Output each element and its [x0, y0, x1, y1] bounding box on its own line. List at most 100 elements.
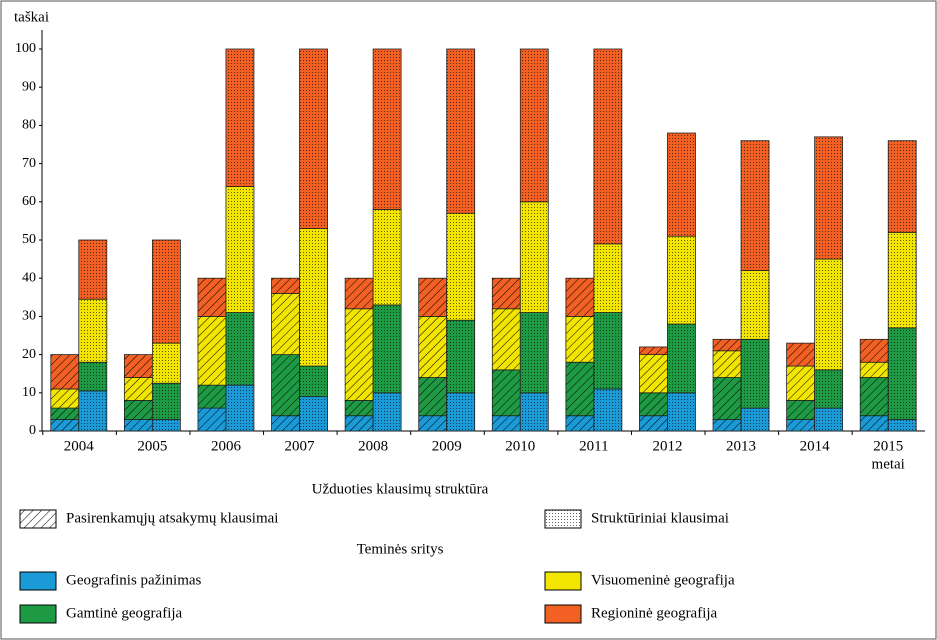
bar-segment: [372, 209, 402, 306]
bar-segment: [446, 319, 476, 394]
bar-segment: [712, 377, 742, 420]
bar-segment: [197, 407, 227, 432]
bar-segment: [151, 419, 181, 432]
bar-segment: [299, 48, 328, 229]
bar-segment: [814, 258, 844, 371]
bar-segment: [225, 312, 255, 386]
bar-segment: [887, 419, 917, 432]
bar-segment: [372, 304, 402, 394]
bar-segment: [786, 400, 816, 420]
bar-segment: [225, 48, 255, 187]
bar-segment: [786, 342, 816, 367]
bar-segment: [859, 361, 889, 378]
bar-segment: [446, 392, 476, 432]
bar-segment: [667, 392, 696, 432]
bar-segment: [565, 415, 595, 432]
bar-segment: [197, 277, 227, 317]
y-tick-label: 100: [15, 41, 36, 56]
bar-segment: [344, 308, 374, 401]
bar-segment: [78, 239, 108, 300]
bar-segment: [271, 277, 300, 294]
bar-segment: [740, 338, 770, 409]
legend-label: Gamtinė geografija: [66, 605, 183, 621]
bar-segment: [593, 312, 623, 390]
bar-segment: [78, 390, 108, 432]
bar-segment: [344, 277, 374, 310]
bar-segment: [887, 327, 917, 420]
bar-segment: [271, 354, 300, 417]
x-tick-label: 2012: [652, 438, 682, 454]
legend-swatch: [544, 571, 582, 591]
y-axis-label: taškai: [14, 9, 49, 25]
bar-segment: [123, 354, 153, 378]
legend-label: Geografinis pažinimas: [66, 572, 202, 588]
bar-segment: [814, 136, 844, 260]
legend-title: Užduoties klausimų struktūra: [312, 481, 489, 497]
bar-segment: [151, 239, 181, 344]
bar-segment: [78, 361, 108, 392]
bar-segment: [565, 361, 595, 417]
bar-segment: [151, 342, 181, 384]
bar-segment: [50, 419, 80, 432]
bar-segment: [123, 400, 153, 420]
y-tick-label: 40: [22, 270, 36, 285]
y-tick-label: 30: [22, 309, 36, 324]
bar-segment: [565, 315, 595, 363]
bar-segment: [50, 388, 80, 409]
bar-segment: [519, 392, 549, 432]
bar-segment: [372, 392, 402, 432]
bar-segment: [740, 407, 770, 432]
bar-segment: [887, 140, 917, 233]
bar-segment: [344, 415, 374, 432]
x-tick-label: 2005: [137, 438, 167, 454]
x-axis-label: metai: [872, 456, 905, 472]
bar-segment: [491, 369, 521, 417]
bar-segment: [814, 369, 844, 409]
x-tick-label: 2008: [358, 438, 388, 454]
bar-segment: [519, 201, 549, 313]
bar-segment: [786, 419, 816, 432]
legend-label: Visuomeninė geografija: [591, 572, 735, 588]
x-tick-label: 2011: [579, 438, 608, 454]
bar-segment: [418, 377, 448, 417]
bar-segment: [593, 48, 623, 245]
bar-segment: [859, 338, 889, 363]
y-tick-label: 60: [22, 194, 36, 209]
x-tick-label: 2009: [432, 438, 462, 454]
bar-segment: [712, 338, 742, 352]
bar-segment: [225, 384, 255, 432]
bar-segment: [740, 270, 770, 340]
bar-segment: [418, 415, 448, 432]
bar-segment: [519, 48, 549, 203]
legend-label: Struktūriniai klausimai: [591, 510, 729, 526]
x-tick-label: 2010: [505, 438, 535, 454]
bar-segment: [639, 354, 668, 394]
y-tick-label: 20: [22, 347, 36, 362]
bar-segment: [299, 228, 328, 367]
bar-segment: [446, 48, 476, 214]
x-tick-label: 2014: [800, 438, 831, 454]
bar-segment: [418, 277, 448, 317]
y-tick-label: 50: [22, 232, 36, 247]
bar-segment: [123, 377, 153, 401]
y-tick-label: 80: [22, 118, 36, 133]
bar-segment: [639, 415, 668, 432]
bar-segment: [123, 419, 153, 432]
y-tick-label: 0: [29, 423, 36, 438]
bar-segment: [225, 186, 255, 313]
bar-segment: [814, 407, 844, 432]
bar-segment: [491, 308, 521, 371]
legend-swatch: [19, 604, 57, 624]
x-tick-label: 2006: [211, 438, 242, 454]
bar-segment: [344, 400, 374, 417]
bar-segment: [859, 377, 889, 417]
bar-segment: [491, 277, 521, 310]
bar-segment: [50, 407, 80, 420]
bar-segment: [565, 277, 595, 317]
bar-segment: [78, 298, 108, 363]
bar-segment: [593, 243, 623, 313]
legend-swatch: [544, 509, 582, 529]
bar-segment: [299, 365, 328, 398]
